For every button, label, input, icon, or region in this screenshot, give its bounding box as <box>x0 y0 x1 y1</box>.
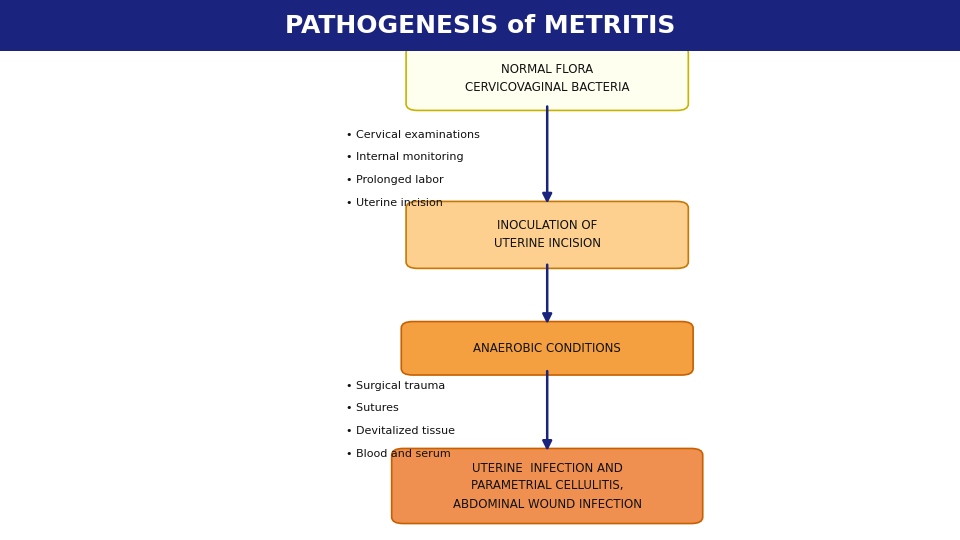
Text: • Internal monitoring: • Internal monitoring <box>346 152 464 163</box>
Text: • Blood and serum: • Blood and serum <box>346 449 450 459</box>
FancyBboxPatch shape <box>406 201 688 268</box>
Text: PATHOGENESIS of METRITIS: PATHOGENESIS of METRITIS <box>285 14 675 38</box>
FancyBboxPatch shape <box>392 448 703 524</box>
Text: • Devitalized tissue: • Devitalized tissue <box>346 426 455 436</box>
Text: • Surgical trauma: • Surgical trauma <box>346 381 444 391</box>
Text: INOCULATION OF
UTERINE INCISION: INOCULATION OF UTERINE INCISION <box>493 219 601 251</box>
FancyBboxPatch shape <box>401 322 693 375</box>
Text: NORMAL FLORA
CERVICOVAGINAL BACTERIA: NORMAL FLORA CERVICOVAGINAL BACTERIA <box>465 63 630 94</box>
Text: • Sutures: • Sutures <box>346 403 398 414</box>
Text: • Uterine incision: • Uterine incision <box>346 198 443 208</box>
Text: • Cervical examinations: • Cervical examinations <box>346 130 479 140</box>
FancyBboxPatch shape <box>406 46 688 111</box>
Text: ANAEROBIC CONDITIONS: ANAEROBIC CONDITIONS <box>473 342 621 355</box>
Text: UTERINE  INFECTION AND
PARAMETRIAL CELLULITIS,
ABDOMINAL WOUND INFECTION: UTERINE INFECTION AND PARAMETRIAL CELLUL… <box>453 462 641 510</box>
Text: • Prolonged labor: • Prolonged labor <box>346 175 444 185</box>
